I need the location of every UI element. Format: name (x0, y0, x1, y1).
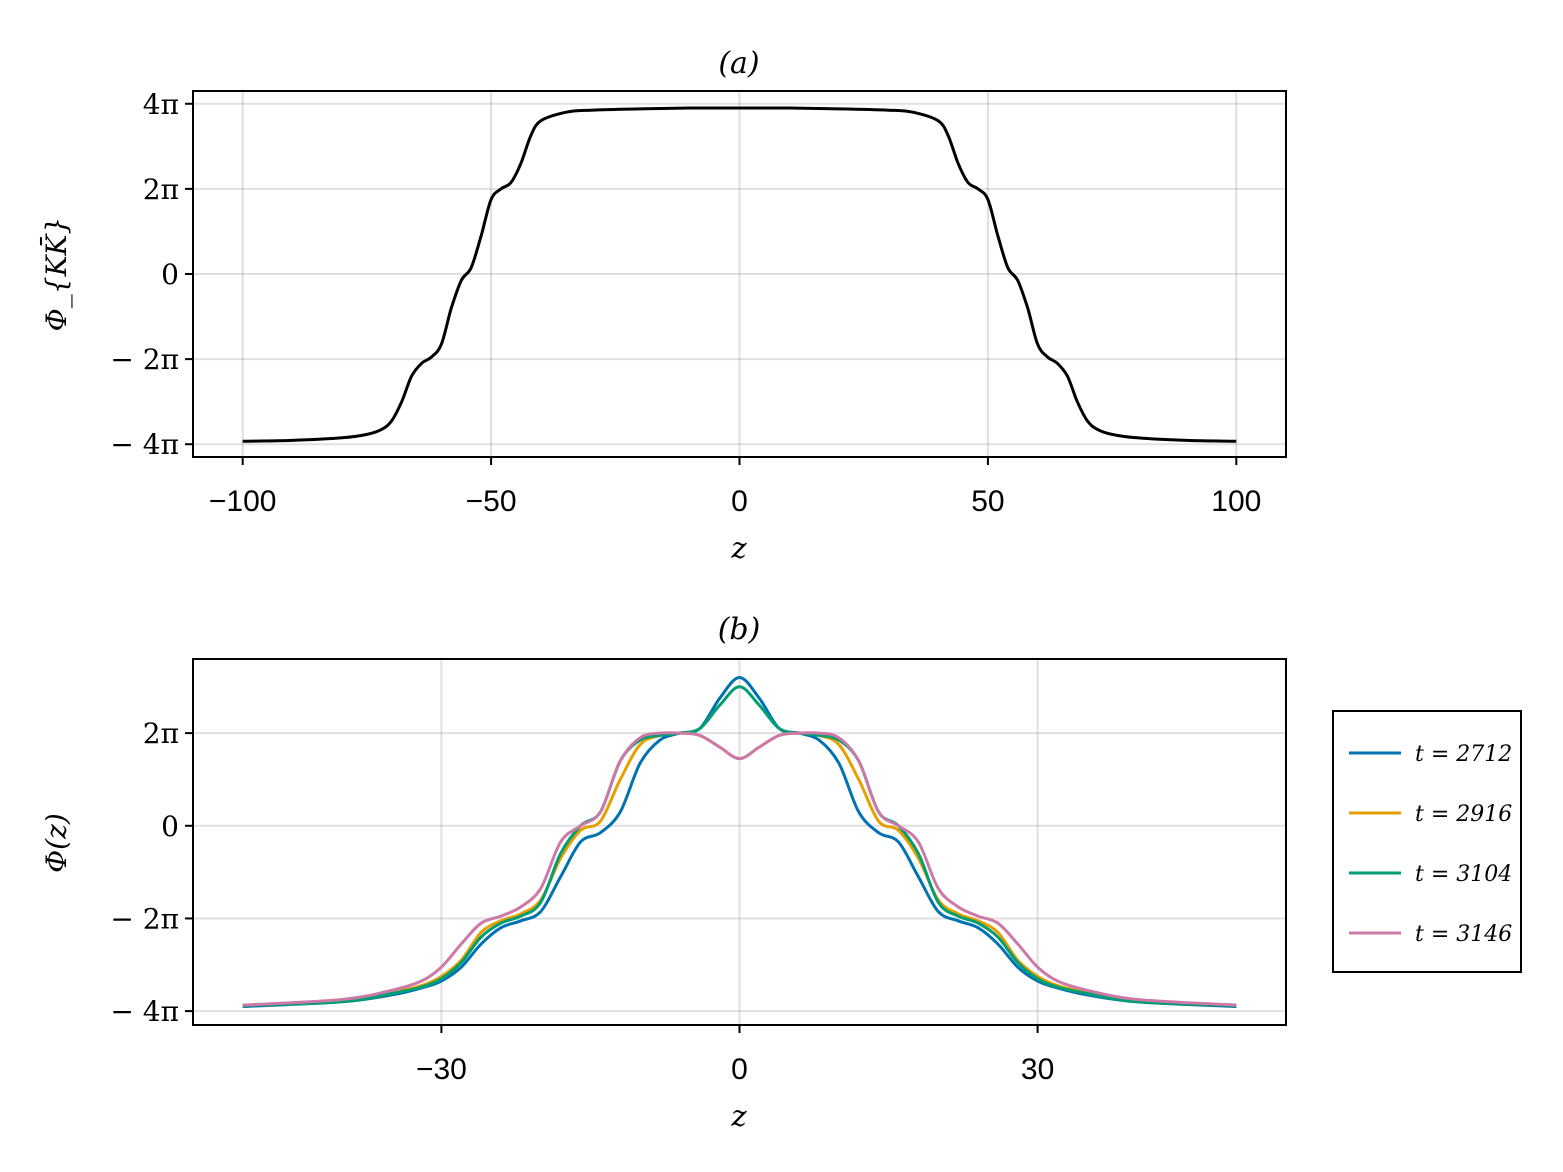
y-tick-label: − 4π (110, 428, 179, 461)
panel-b-grid (193, 659, 1286, 1025)
legend-items: t = 2712 t = 2916 t = 3104 t = 3146 (1349, 742, 1512, 947)
panel-a-ylabel: Φ_{KK̄} (39, 217, 73, 331)
x-tick-label: 0 (731, 1053, 748, 1086)
legend-label: t = 2712 (1415, 742, 1512, 767)
x-tick-label: −100 (209, 485, 277, 518)
panel-a-title: (a) (718, 46, 759, 81)
legend-label: t = 2916 (1415, 802, 1512, 827)
series-line-a-0 (242, 106, 1237, 443)
y-tick-label: 2π (143, 173, 179, 206)
series-line-b-0 (242, 676, 1237, 1008)
x-tick-label: 50 (971, 485, 1004, 518)
panel-b-ylabel: Φ(z) (40, 813, 73, 873)
panel-a-grid (193, 91, 1286, 457)
y-tick-label: 0 (161, 810, 179, 843)
series-line-b-2 (242, 685, 1237, 1007)
panel-a-ticks: −100 −50 0 50 100 4π 2π 0 − 2π − 4π (110, 88, 1261, 518)
x-tick-label: −30 (416, 1053, 467, 1086)
y-tick-label: 0 (161, 258, 179, 291)
series-line-b-3 (242, 731, 1237, 1007)
panel-a-xlabel: z (730, 531, 747, 565)
legend: t = 2712 t = 2916 t = 3104 t = 3146 (1332, 710, 1522, 973)
y-tick-label: 4π (143, 88, 179, 121)
x-tick-label: −50 (466, 485, 517, 518)
panel-b-ticks: −30 0 30 2π 0 − 2π − 4π (110, 717, 1054, 1086)
y-tick-label: − 2π (110, 902, 179, 935)
x-tick-label: 100 (1211, 485, 1261, 518)
panel-b-title: (b) (718, 612, 761, 647)
x-tick-label: 30 (1021, 1053, 1054, 1086)
legend-label: t = 3146 (1415, 922, 1512, 947)
legend-label: t = 3104 (1415, 862, 1512, 887)
y-tick-label: − 4π (110, 995, 179, 1028)
panel-b-xlabel: z (730, 1099, 747, 1133)
x-tick-label: 0 (731, 485, 748, 518)
panel-b: (b) −30 0 30 2π 0 − 2π − 4π z Φ(z) (40, 612, 1287, 1133)
y-tick-label: − 2π (110, 343, 179, 376)
panel-a-series (242, 106, 1237, 443)
y-tick-label: 2π (143, 717, 179, 750)
panel-b-series (242, 676, 1237, 1008)
panel-a: (a) −100 −50 0 50 100 4π 2π 0 − 2π − 4π z Φ_{KK̄} (39, 46, 1287, 565)
